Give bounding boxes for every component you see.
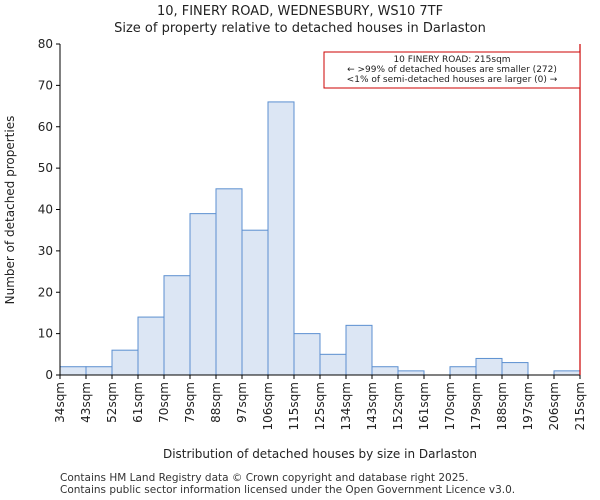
annotation-box: [323, 51, 581, 89]
y-tick-label: 10: [38, 327, 53, 341]
y-axis-label: Number of detached properties: [3, 116, 17, 305]
bar-143sqm: [371, 366, 399, 376]
x-tick-label-206sqm: 206sqm: [547, 382, 561, 430]
x-tick-label-134sqm: 134sqm: [339, 382, 353, 430]
bar-125sqm: [319, 353, 347, 376]
bar-61sqm: [137, 316, 165, 376]
y-tick-label: 80: [38, 37, 53, 51]
annotation-line-2: ← >99% of detached houses are smaller (2…: [347, 65, 557, 75]
x-tick-label-179sqm: 179sqm: [469, 382, 483, 430]
bar-79sqm: [189, 213, 217, 376]
y-tick-label: 60: [38, 120, 53, 134]
y-tick-label: 40: [38, 203, 53, 217]
chart-title: 10, FINERY ROAD, WEDNESBURY, WS10 7TF: [156, 4, 444, 19]
bar-70sqm: [163, 275, 191, 376]
bar-88sqm: [215, 188, 243, 376]
bar-170sqm: [449, 366, 477, 376]
bar-179sqm: [475, 357, 503, 376]
x-tick-label-152sqm: 152sqm: [391, 382, 405, 430]
bar-115sqm: [293, 333, 321, 376]
x-axis-label: Distribution of detached houses by size …: [163, 447, 477, 461]
x-tick-label-188sqm: 188sqm: [495, 382, 509, 430]
x-tick-label-197sqm: 197sqm: [521, 382, 535, 430]
annotation-line-1: 10 FINERY ROAD: 215sqm: [393, 55, 510, 65]
bar-106sqm: [267, 101, 295, 376]
x-tick-label-125sqm: 125sqm: [313, 382, 327, 430]
x-tick-label-215sqm: 215sqm: [573, 382, 587, 430]
y-tick-label: 20: [38, 285, 53, 299]
x-tick-label-61sqm: 61sqm: [131, 382, 145, 423]
bar-97sqm: [241, 229, 269, 376]
x-tick-label-79sqm: 79sqm: [183, 382, 197, 423]
y-tick-label: 70: [38, 78, 53, 92]
bar-188sqm: [501, 362, 529, 376]
y-tick-label: 50: [38, 161, 53, 175]
x-tick-label-161sqm: 161sqm: [417, 382, 431, 430]
bar-134sqm: [345, 324, 373, 376]
x-tick-label-88sqm: 88sqm: [209, 382, 223, 423]
annotation-line-3: <1% of semi-detached houses are larger (…: [347, 75, 558, 85]
y-tick-label: 30: [38, 244, 53, 258]
chart-subtitle: Size of property relative to detached ho…: [114, 21, 486, 36]
x-tick-label-43sqm: 43sqm: [79, 382, 93, 423]
footer-line-2: Contains public sector information licen…: [60, 484, 516, 496]
bar-206sqm: [553, 370, 581, 376]
x-tick-label-34sqm: 34sqm: [53, 382, 67, 423]
bar-152sqm: [397, 370, 425, 376]
x-tick-label-115sqm: 115sqm: [287, 382, 301, 430]
footer-line-1: Contains HM Land Registry data © Crown c…: [60, 472, 469, 484]
x-tick-label-106sqm: 106sqm: [261, 382, 275, 430]
y-tick-label: 0: [45, 368, 53, 382]
bar-52sqm: [111, 349, 139, 376]
bar-34sqm: [59, 366, 87, 376]
x-tick-label-52sqm: 52sqm: [105, 382, 119, 423]
x-tick-label-170sqm: 170sqm: [443, 382, 457, 430]
x-tick-label-70sqm: 70sqm: [157, 382, 171, 423]
x-tick-label-97sqm: 97sqm: [235, 382, 249, 423]
bar-43sqm: [85, 366, 113, 376]
x-tick-label-143sqm: 143sqm: [365, 382, 379, 430]
